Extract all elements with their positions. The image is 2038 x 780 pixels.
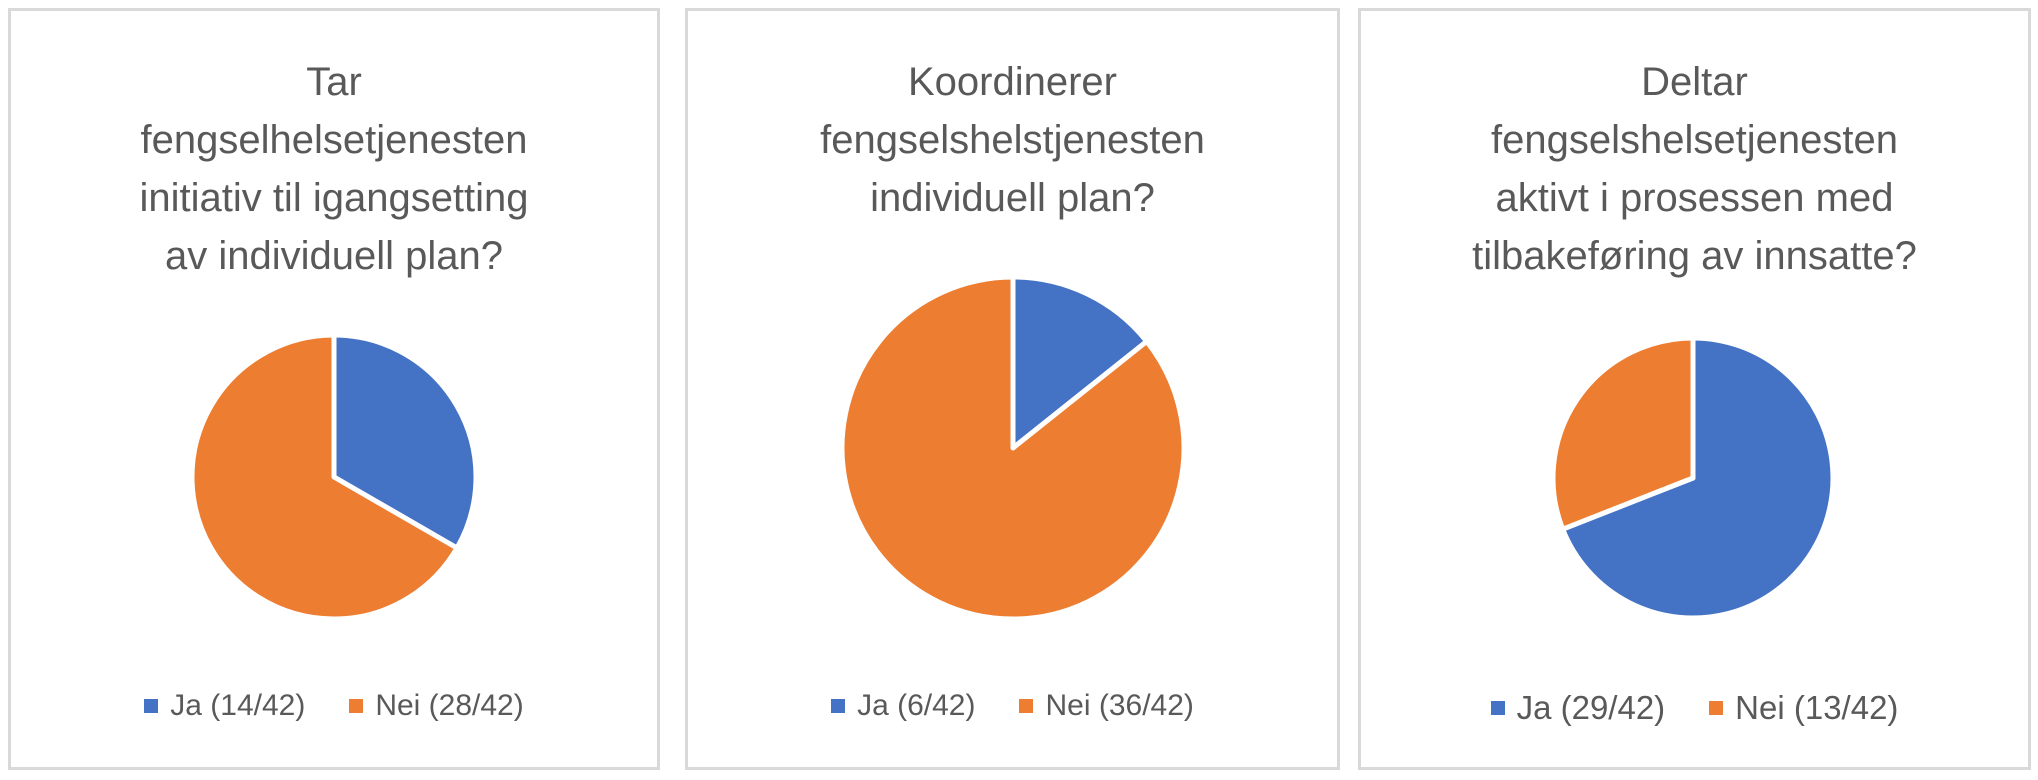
legend-item-ja: Ja (14/42) xyxy=(144,689,305,723)
nei-swatch-icon xyxy=(349,699,364,713)
legend: Ja (6/42) Nei (36/42) xyxy=(688,689,1337,723)
legend-item-nei: Nei (13/42) xyxy=(1709,689,1898,727)
legend-label: Ja (6/42) xyxy=(857,689,976,722)
title-line: Koordinerer xyxy=(907,60,1117,104)
title-line: tilbakeføring av innsatte? xyxy=(1472,234,1917,278)
title-line: initiativ til igangsetting xyxy=(139,176,529,220)
ja-swatch-icon xyxy=(1490,701,1505,715)
pie-chart xyxy=(191,333,479,622)
title-line: fengselshelstjenesten xyxy=(820,118,1205,162)
pie-slice-nei xyxy=(1552,336,1696,532)
legend-item-ja: Ja (29/42) xyxy=(1490,689,1666,727)
title-line: Tar xyxy=(306,60,362,104)
chart-title: Tar fengselhelsetjenesten initiativ til … xyxy=(11,53,657,285)
ja-swatch-icon xyxy=(831,699,846,713)
title-line: Deltar xyxy=(1641,60,1748,104)
nei-swatch-icon xyxy=(1019,699,1034,713)
chart-title: Koordinerer fengselshelstjenesten indivi… xyxy=(688,53,1337,227)
pie-chart xyxy=(841,276,1187,622)
legend-label: Nei (28/42) xyxy=(375,689,524,722)
ja-swatch-icon xyxy=(144,699,159,713)
legend-label: Ja (29/42) xyxy=(1516,689,1666,726)
legend-label: Nei (36/42) xyxy=(1045,689,1194,722)
legend-item-nei: Nei (28/42) xyxy=(349,689,524,723)
title-line: fengselhelsetjenesten xyxy=(140,118,528,162)
legend: Ja (29/42) Nei (13/42) xyxy=(1361,689,2028,727)
nei-swatch-icon xyxy=(1709,701,1724,715)
legend-label: Nei (13/42) xyxy=(1735,689,1899,726)
chart-panel-2: Koordinerer fengselshelstjenesten indivi… xyxy=(685,8,1340,770)
legend: Ja (14/42) Nei (28/42) xyxy=(11,689,657,723)
chart-panel-3: Deltar fengselshelsetjenesten aktivt i p… xyxy=(1358,8,2031,770)
pie-chart xyxy=(1552,336,1836,621)
legend-item-nei: Nei (36/42) xyxy=(1019,689,1194,723)
legend-item-ja: Ja (6/42) xyxy=(831,689,975,723)
title-line: aktivt i prosessen med xyxy=(1495,176,1894,220)
pie-slice-nei xyxy=(191,333,460,622)
pie-slice-ja xyxy=(1560,336,1836,621)
chart-panel-1: Tar fengselhelsetjenesten initiativ til … xyxy=(8,8,660,770)
title-line: av individuell plan? xyxy=(164,234,503,278)
legend-label: Ja (14/42) xyxy=(170,689,306,722)
title-line: fengselshelsetjenesten xyxy=(1491,118,1898,162)
pie-slice-ja xyxy=(1010,276,1150,451)
title-line: individuell plan? xyxy=(870,176,1155,220)
pie-slice-nei xyxy=(841,276,1187,622)
chart-title: Deltar fengselshelsetjenesten aktivt i p… xyxy=(1361,53,2028,285)
